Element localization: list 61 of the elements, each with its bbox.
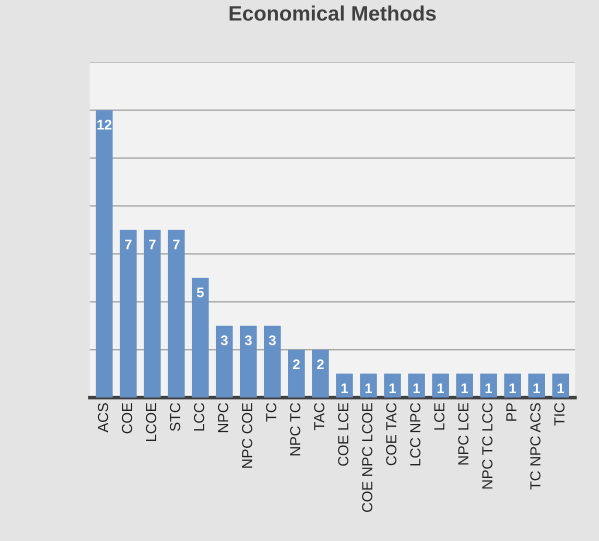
bar bbox=[168, 230, 185, 398]
data-label: 2 bbox=[293, 359, 300, 370]
x-tick-label: TC bbox=[266, 403, 276, 422]
bar bbox=[192, 278, 209, 398]
bar bbox=[360, 374, 377, 398]
x-tick-label: NPC TC bbox=[290, 403, 300, 456]
data-label: 3 bbox=[268, 335, 276, 346]
bar bbox=[216, 326, 233, 398]
data-label: 1 bbox=[414, 383, 420, 394]
x-tick-label: ACS bbox=[98, 403, 108, 432]
x-tick-label: NPC COE bbox=[242, 403, 252, 468]
data-label: 1 bbox=[462, 383, 468, 394]
x-tick-label: COE bbox=[122, 403, 132, 434]
bar bbox=[504, 374, 521, 398]
bar bbox=[144, 230, 161, 398]
data-label: 7 bbox=[125, 240, 132, 250]
chart-title: Economical Methods bbox=[230, 5, 436, 21]
bar bbox=[264, 326, 281, 398]
x-tick-label: TC NPC ACS bbox=[530, 403, 541, 490]
data-label: 1 bbox=[486, 383, 492, 394]
x-tick-label: NPC bbox=[218, 403, 228, 432]
x-tick-label: TIC bbox=[554, 403, 565, 426]
x-tick-label: LCC NPC bbox=[410, 403, 420, 466]
data-label: 1 bbox=[341, 383, 348, 394]
x-tick-label: COE NPC LCOE bbox=[362, 403, 372, 512]
x-tick-label: COE TAC bbox=[386, 403, 396, 466]
bar bbox=[120, 230, 137, 398]
bar bbox=[528, 374, 546, 398]
x-tick-label: TAC bbox=[314, 403, 324, 430]
data-label: 2 bbox=[317, 359, 324, 370]
x-tick-label: LCOE bbox=[146, 403, 156, 442]
x-tick-label: COE LCE bbox=[338, 403, 348, 466]
bar bbox=[240, 326, 257, 398]
x-tick-label: NPC TC LCC bbox=[482, 403, 492, 489]
bar bbox=[552, 374, 570, 398]
data-label: 1 bbox=[534, 383, 540, 394]
data-label: 1 bbox=[365, 383, 372, 394]
bar bbox=[288, 350, 305, 398]
bar bbox=[408, 374, 425, 398]
data-label: 3 bbox=[244, 335, 252, 346]
bar bbox=[312, 350, 329, 398]
data-label: 12 bbox=[97, 120, 112, 130]
data-label: 1 bbox=[438, 383, 444, 394]
bar bbox=[384, 374, 401, 398]
data-label: 3 bbox=[220, 335, 228, 346]
bar bbox=[432, 374, 449, 398]
bar bbox=[96, 110, 113, 398]
x-tick-label: PP bbox=[506, 403, 516, 421]
bar bbox=[480, 374, 497, 398]
data-label: 1 bbox=[558, 383, 564, 394]
x-tick-label: LCC bbox=[194, 403, 204, 430]
data-label: 1 bbox=[510, 383, 516, 394]
data-label: 5 bbox=[196, 288, 204, 298]
data-label: 7 bbox=[149, 240, 156, 250]
x-tick-label: LCE bbox=[434, 403, 444, 430]
x-tick-label: STC bbox=[170, 403, 180, 431]
bar bbox=[456, 374, 473, 398]
data-label: 1 bbox=[390, 383, 396, 394]
x-tick-label: NPC LCE bbox=[458, 403, 468, 465]
bar bbox=[336, 374, 353, 398]
data-label: 7 bbox=[173, 240, 180, 250]
